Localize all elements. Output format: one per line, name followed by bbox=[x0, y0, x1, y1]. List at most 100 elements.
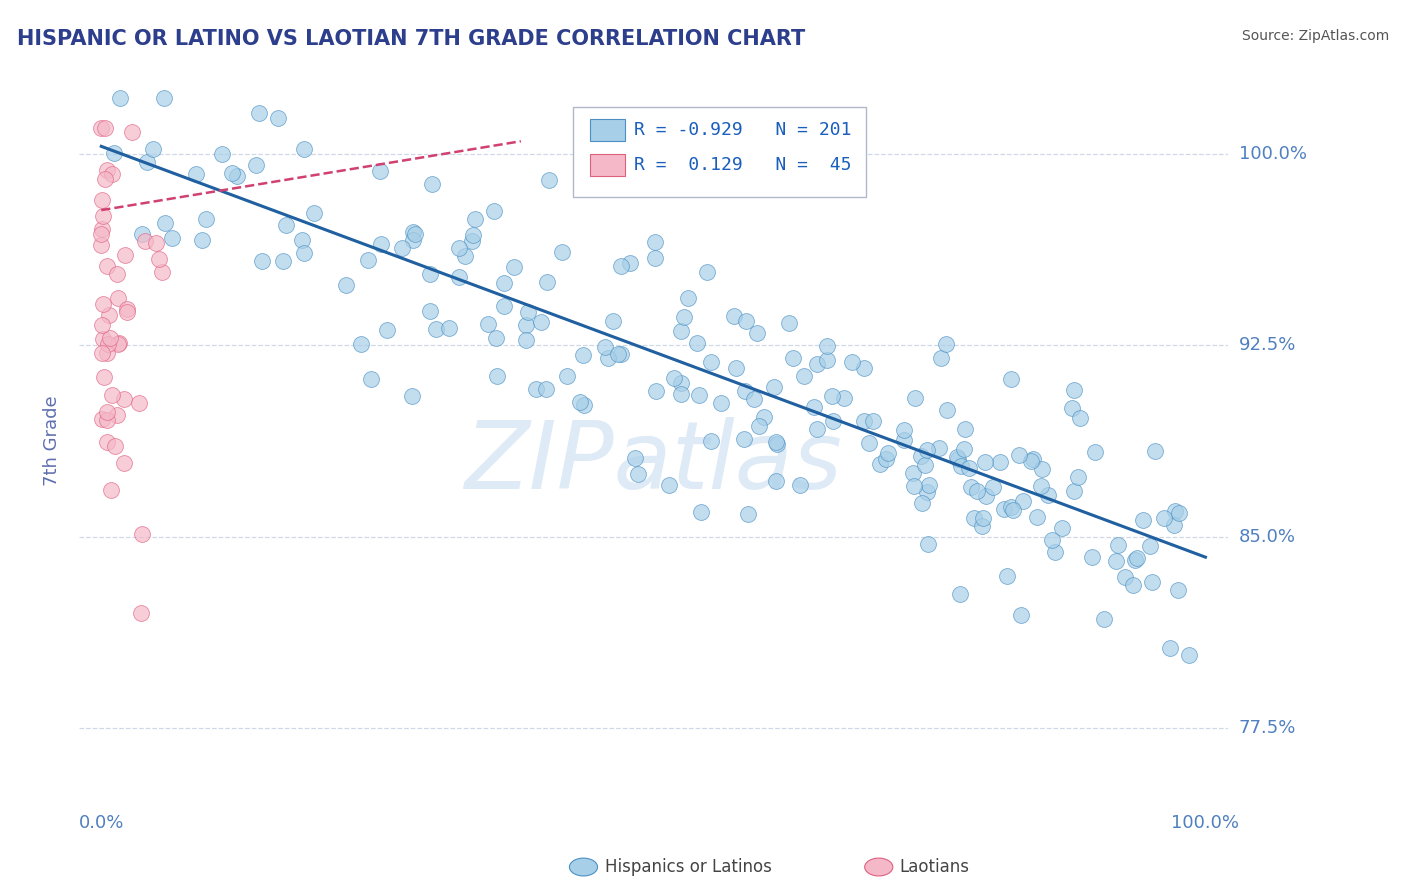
FancyBboxPatch shape bbox=[591, 153, 624, 176]
Point bbox=[935, 403, 957, 417]
Point bbox=[762, 380, 785, 394]
Point bbox=[765, 434, 787, 449]
Text: ZIPatlas: ZIPatlas bbox=[464, 417, 842, 508]
Point bbox=[145, 236, 167, 251]
Text: HISPANIC OR LATINO VS LAOTIAN 7TH GRADE CORRELATION CHART: HISPANIC OR LATINO VS LAOTIAN 7TH GRADE … bbox=[17, 29, 806, 48]
Point bbox=[357, 253, 380, 268]
Point bbox=[105, 267, 128, 281]
Point bbox=[464, 212, 486, 227]
Point bbox=[96, 345, 118, 359]
Text: 100.0%: 100.0% bbox=[1239, 145, 1306, 163]
Point bbox=[1167, 582, 1189, 597]
Point bbox=[96, 413, 118, 427]
Point bbox=[1139, 539, 1161, 553]
Point bbox=[107, 337, 129, 351]
Point bbox=[292, 245, 315, 260]
Point bbox=[1043, 545, 1066, 559]
Point bbox=[988, 455, 1011, 469]
Point bbox=[993, 501, 1015, 516]
Point bbox=[90, 318, 112, 332]
Text: 85.0%: 85.0% bbox=[1239, 528, 1296, 546]
Text: R =  0.129   N =  45: R = 0.129 N = 45 bbox=[634, 156, 851, 174]
Point bbox=[94, 172, 117, 186]
Point bbox=[292, 142, 315, 156]
Point bbox=[1026, 510, 1049, 524]
Point bbox=[422, 178, 444, 192]
Point bbox=[696, 265, 718, 279]
Point bbox=[96, 259, 118, 273]
Point bbox=[150, 265, 173, 279]
Point bbox=[273, 254, 295, 268]
Point bbox=[134, 234, 156, 248]
Point bbox=[350, 336, 373, 351]
Point bbox=[903, 479, 925, 493]
Point bbox=[226, 169, 249, 183]
Point bbox=[734, 384, 756, 398]
Point bbox=[93, 369, 115, 384]
Point bbox=[1031, 479, 1053, 493]
Point bbox=[1008, 448, 1031, 462]
Point bbox=[517, 304, 540, 318]
Point bbox=[1002, 503, 1025, 517]
Point bbox=[1125, 550, 1147, 565]
Point bbox=[128, 395, 150, 409]
Point bbox=[107, 291, 129, 305]
FancyBboxPatch shape bbox=[574, 106, 866, 197]
Point bbox=[901, 466, 924, 480]
Point bbox=[425, 322, 447, 336]
Point bbox=[645, 384, 668, 398]
Point bbox=[108, 91, 131, 105]
Point bbox=[572, 348, 595, 362]
Point bbox=[676, 291, 699, 305]
Point bbox=[104, 439, 127, 453]
Point bbox=[1163, 517, 1185, 532]
Point bbox=[745, 326, 768, 340]
Point bbox=[108, 336, 131, 351]
Point bbox=[1000, 500, 1022, 514]
Point bbox=[1092, 612, 1115, 626]
Point bbox=[1163, 504, 1185, 518]
Point bbox=[918, 477, 941, 491]
Point bbox=[1031, 462, 1053, 476]
Point bbox=[538, 173, 561, 187]
Point bbox=[963, 511, 986, 525]
Point bbox=[94, 121, 117, 136]
Point bbox=[1063, 484, 1085, 499]
Point bbox=[627, 467, 650, 481]
Point bbox=[211, 147, 233, 161]
Point bbox=[910, 449, 932, 463]
Point bbox=[515, 333, 537, 347]
Point bbox=[803, 400, 825, 414]
Point bbox=[734, 313, 756, 327]
Point bbox=[823, 414, 845, 428]
Point bbox=[662, 371, 685, 385]
Point bbox=[221, 166, 243, 180]
Point bbox=[402, 225, 425, 239]
Point bbox=[250, 254, 273, 268]
Point bbox=[247, 106, 270, 120]
Point bbox=[91, 193, 114, 207]
Point bbox=[103, 145, 125, 160]
Point bbox=[957, 461, 980, 475]
Point bbox=[610, 347, 633, 361]
Point bbox=[101, 167, 124, 181]
Point bbox=[737, 507, 759, 521]
Point bbox=[1108, 538, 1130, 552]
Point bbox=[862, 414, 884, 428]
Point bbox=[551, 244, 574, 259]
Text: R = -0.929   N = 201: R = -0.929 N = 201 bbox=[634, 120, 851, 139]
Point bbox=[853, 360, 876, 375]
Point bbox=[765, 474, 787, 488]
Point bbox=[153, 91, 176, 105]
Point bbox=[619, 256, 641, 270]
Point bbox=[98, 331, 121, 345]
Point bbox=[391, 241, 413, 255]
Point bbox=[952, 442, 974, 456]
Text: Source: ZipAtlas.com: Source: ZipAtlas.com bbox=[1241, 29, 1389, 43]
Point bbox=[1105, 554, 1128, 568]
Point bbox=[672, 310, 695, 324]
Point bbox=[447, 241, 470, 255]
Point bbox=[972, 519, 994, 533]
Point bbox=[492, 300, 515, 314]
Point bbox=[671, 386, 693, 401]
